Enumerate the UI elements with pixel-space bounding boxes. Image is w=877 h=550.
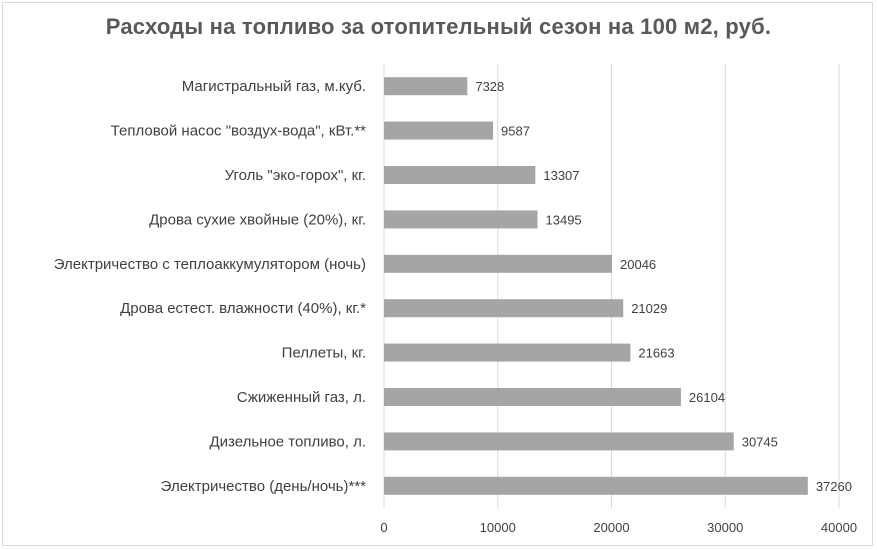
x-tick-label: 20000 bbox=[593, 520, 629, 535]
bar bbox=[384, 343, 631, 362]
chart-title: Расходы на топливо за отопительный сезон… bbox=[105, 14, 772, 39]
category-labels: Магистральный газ, м.куб. Тепловой насос … bbox=[54, 78, 366, 495]
category-label: Дизельное топливо, л. bbox=[210, 433, 367, 450]
data-label: 37260 bbox=[816, 479, 852, 494]
bar bbox=[384, 476, 808, 495]
bar bbox=[384, 121, 494, 140]
data-label: 7328 bbox=[475, 79, 504, 94]
category-label: Уголь "эко-горох", кг. bbox=[225, 167, 366, 184]
data-label: 21029 bbox=[631, 301, 667, 316]
data-label: 20046 bbox=[620, 257, 656, 272]
data-label: 13307 bbox=[543, 168, 579, 183]
category-label: Электричество с теплоаккумулятором (ночь… bbox=[54, 256, 366, 273]
bar bbox=[384, 254, 613, 273]
category-label: Магистральный газ, м.куб. bbox=[182, 78, 366, 95]
x-axis-ticks: 0 10000 20000 30000 40000 bbox=[380, 520, 857, 535]
x-tick-label: 10000 bbox=[480, 520, 516, 535]
bar bbox=[384, 210, 538, 229]
bar bbox=[384, 166, 536, 184]
x-tick-label: 40000 bbox=[821, 520, 857, 535]
data-label: 30745 bbox=[742, 434, 778, 449]
bar bbox=[384, 432, 734, 451]
category-label: Сжиженный газ, л. bbox=[237, 389, 366, 406]
category-label: Электричество (день/ночь)*** bbox=[161, 478, 366, 495]
category-label: Тепловой насос "воздух-вода", кВт.** bbox=[111, 123, 366, 140]
x-tick-label: 30000 bbox=[707, 520, 743, 535]
x-tick-label: 0 bbox=[380, 520, 387, 535]
data-label: 26104 bbox=[689, 390, 725, 405]
category-label: Пеллеты, кг. bbox=[282, 345, 366, 362]
data-label: 9587 bbox=[501, 124, 530, 139]
data-label: 21663 bbox=[638, 346, 674, 361]
bar bbox=[384, 77, 468, 96]
category-label: Дрова естест. влажности (40%), кг.* bbox=[120, 300, 366, 317]
bar bbox=[384, 299, 624, 318]
bars bbox=[384, 77, 808, 495]
bar bbox=[384, 388, 681, 406]
data-label: 13495 bbox=[546, 212, 582, 227]
category-label: Дрова сухие хвойные (20%), кг. bbox=[149, 211, 366, 228]
data-labels: 7328 9587 13307 13495 20046 21029 21663 26104 30… bbox=[475, 79, 852, 494]
